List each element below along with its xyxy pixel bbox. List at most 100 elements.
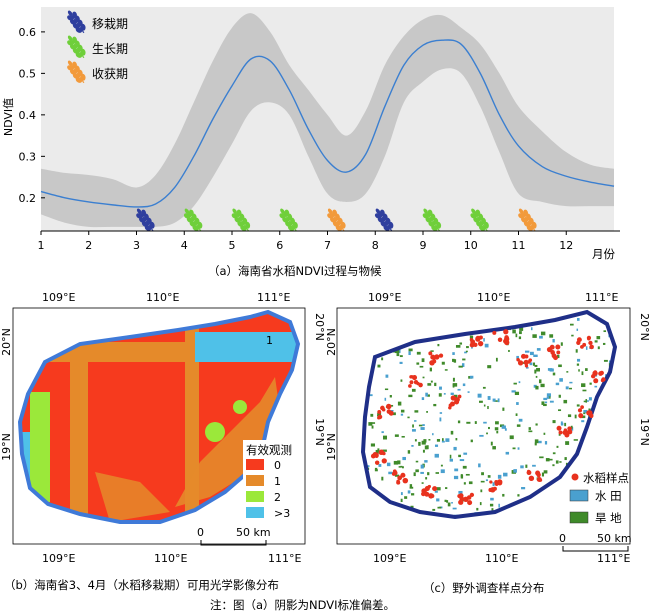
landcover-pixel — [428, 438, 431, 441]
landcover-pixel — [371, 422, 376, 424]
rice-sample-point — [428, 351, 433, 356]
landcover-pixel — [505, 451, 510, 455]
landcover-pixel — [552, 452, 556, 455]
rice-grain-icon — [67, 10, 86, 34]
landcover-pixel — [576, 363, 580, 366]
rice-sample-point — [402, 477, 409, 484]
rice-sample-point — [432, 359, 437, 364]
rice-sample-point — [580, 344, 584, 349]
lon-tick-top: 111°E — [257, 291, 290, 304]
landcover-pixel — [452, 377, 455, 382]
rice-sample-point — [555, 344, 561, 350]
landcover-pixel — [487, 396, 491, 400]
x-tick-label: 7 — [324, 239, 331, 252]
rice-sample-point — [593, 378, 599, 384]
landcover-pixel — [597, 346, 600, 350]
landcover-pixel — [465, 473, 470, 476]
landcover-pixel — [549, 334, 554, 338]
landcover-pixel — [420, 464, 424, 469]
legend-label: 旱 地 — [595, 511, 622, 525]
landcover-pixel — [583, 412, 586, 415]
landcover-pixel — [429, 367, 432, 372]
rice-sample-point — [550, 350, 555, 355]
landcover-pixel — [478, 463, 481, 468]
landcover-pixel — [374, 467, 378, 470]
landcover-pixel — [455, 345, 461, 348]
landcover-pixel — [458, 365, 463, 368]
landcover-pixel — [603, 330, 607, 333]
landcover-pixel — [439, 412, 443, 414]
landcover-pixel — [457, 388, 461, 391]
landcover-pixel — [515, 333, 518, 338]
rice-sample-point — [489, 480, 493, 484]
landcover-pixel — [468, 481, 473, 485]
landcover-pixel — [540, 331, 546, 336]
landcover-pixel — [466, 421, 471, 424]
landcover-pixel — [375, 449, 379, 454]
landcover-pixel — [532, 334, 537, 338]
rice-sample-point — [450, 395, 456, 401]
landcover-pixel — [389, 395, 392, 398]
rice-sample-point — [409, 380, 414, 385]
landcover-pixel — [536, 367, 540, 372]
landcover-pixel — [423, 439, 427, 443]
landcover-pixel — [441, 438, 444, 442]
landcover-pixel — [419, 365, 424, 368]
island-boundary — [360, 309, 618, 520]
landcover-pixel — [504, 428, 507, 431]
x-tick-label: 9 — [420, 239, 427, 252]
landcover-pixel — [488, 426, 490, 430]
landcover-pixel — [480, 480, 485, 483]
landcover-pixel — [427, 472, 430, 476]
landcover-pixel — [543, 432, 546, 435]
landcover-pixel — [394, 349, 400, 354]
lat-tick-right: 20°N — [638, 313, 650, 341]
landcover-pixel — [581, 415, 586, 419]
landcover-pixel — [409, 486, 414, 489]
landcover-pixel — [459, 342, 463, 345]
landcover-pixel — [585, 368, 588, 371]
rice-sample-point — [448, 406, 452, 410]
landcover-pixel — [418, 441, 421, 446]
landcover-pixel — [377, 364, 381, 368]
rice-sample-point — [558, 430, 563, 435]
y-axis-label: NDVI值 — [2, 98, 15, 136]
landcover-pixel — [381, 431, 384, 434]
landcover-pixel — [583, 409, 588, 413]
landcover-pixel — [589, 382, 592, 385]
landcover-pixel — [541, 472, 545, 477]
landcover-pixel — [463, 452, 468, 455]
landcover-pixel — [370, 443, 376, 447]
rice-sample-point — [546, 346, 552, 353]
lon-tick-bottom: 111°E — [597, 552, 630, 565]
landcover-pixel — [483, 338, 485, 342]
caption-a: （a）海南省水稻NDVI过程与物候 — [208, 264, 382, 278]
rice-sample-point — [488, 487, 493, 493]
legend: 水稻样点 水 田 旱 地 — [569, 471, 629, 525]
rice-sample-point — [424, 491, 430, 497]
landcover-pixel — [543, 397, 548, 401]
landcover-pixel — [535, 423, 538, 426]
landcover-pixel — [487, 365, 492, 369]
landcover-pixel — [415, 460, 419, 463]
landcover-pixel — [552, 420, 556, 424]
landcover-pixel — [479, 502, 482, 506]
rice-sample-point — [503, 329, 509, 335]
landcover-pixel — [374, 469, 378, 472]
landcover-pixel — [581, 371, 584, 376]
landcover-pixel — [516, 355, 519, 360]
landcover-pixel — [438, 393, 442, 397]
rice-sample-point — [466, 495, 472, 500]
landcover-pixel — [490, 441, 493, 446]
landcover-pixel — [433, 403, 437, 407]
rice-sample-point — [492, 486, 497, 491]
landcover-pixel — [424, 460, 428, 463]
landcover-pixel — [532, 362, 536, 366]
landcover-pixel — [378, 464, 382, 467]
rice-sample-point — [588, 340, 593, 346]
landcover-pixel — [494, 427, 499, 431]
landcover-pixel — [420, 471, 424, 474]
landcover-pixel — [596, 336, 601, 340]
landcover-pixel — [534, 369, 537, 374]
rice-sample-point — [576, 337, 582, 343]
